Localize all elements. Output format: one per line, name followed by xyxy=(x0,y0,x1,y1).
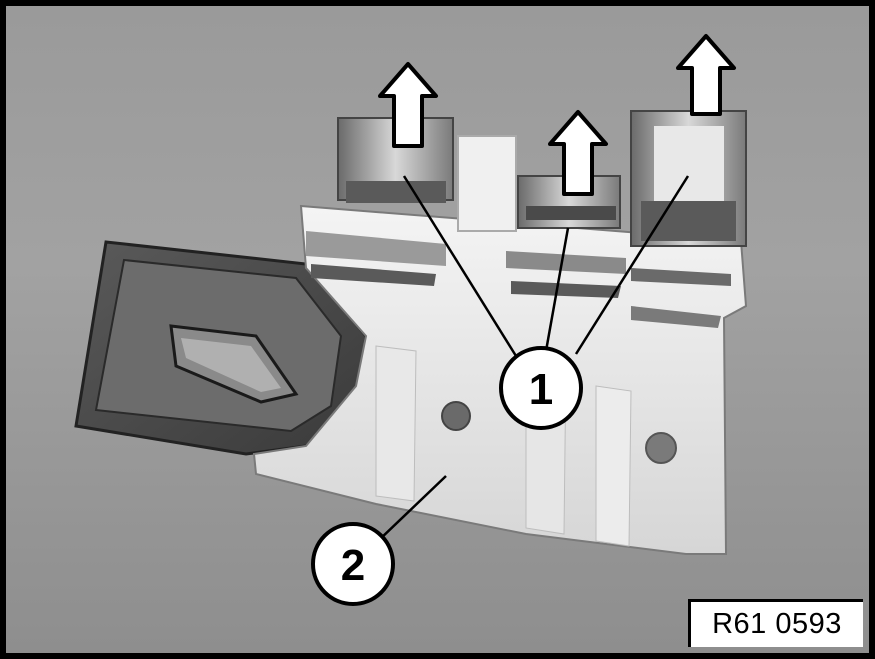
arrow-up-icon xyxy=(548,110,608,196)
relay-middle-slot xyxy=(457,135,517,232)
figure-reference-code: R61 0593 xyxy=(688,599,863,647)
housing-cover xyxy=(74,240,368,456)
callout-leader-lines xyxy=(377,175,690,542)
relay-center xyxy=(517,175,621,229)
callout-2: 2 xyxy=(311,522,395,606)
callout-1: 1 xyxy=(499,346,583,430)
callout-2-number: 2 xyxy=(341,541,365,590)
relay-right xyxy=(630,110,747,247)
arrow-up-icon xyxy=(676,34,736,116)
arrow-up-icon xyxy=(378,62,438,148)
callout-1-number: 1 xyxy=(529,365,553,414)
fuse-relay-box-photo: 1 2 xyxy=(74,34,748,606)
